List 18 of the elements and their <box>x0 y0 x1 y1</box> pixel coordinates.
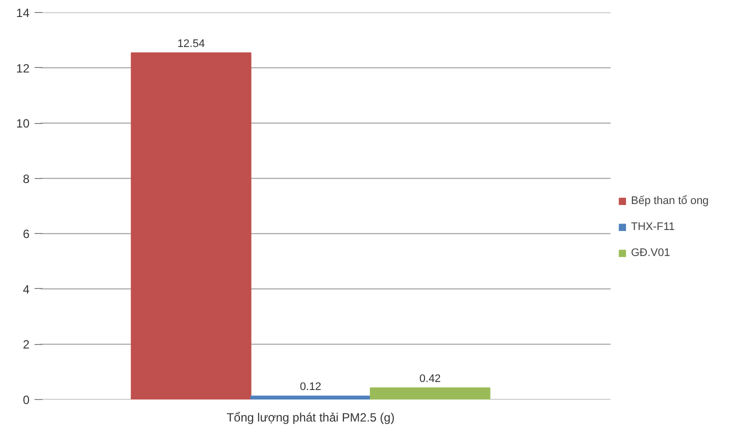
bar <box>370 387 490 400</box>
y-tick-label: 4 <box>22 282 30 296</box>
legend-label: THX-F11 <box>631 221 675 233</box>
y-tick-label: 12 <box>16 61 30 76</box>
data-label: 12.54 <box>177 38 205 50</box>
y-tick-label: 2 <box>22 338 30 352</box>
legend-label: Bếp than tổ ong <box>631 195 709 207</box>
data-label: 0.42 <box>419 372 441 385</box>
legend-label: GĐ.V01 <box>631 247 670 259</box>
y-tick-label: 8 <box>22 172 30 186</box>
data-label: 0.12 <box>300 381 322 394</box>
x-tick-label: Tổng lượng phát thải PM2.5 (g) <box>226 410 395 424</box>
y-tick-label: 6 <box>22 227 30 242</box>
y-tick-label: 14 <box>16 6 30 20</box>
y-tick-label: 10 <box>16 116 30 131</box>
bar <box>250 396 371 400</box>
bar <box>130 52 252 400</box>
y-tick-label: 0 <box>22 393 30 407</box>
